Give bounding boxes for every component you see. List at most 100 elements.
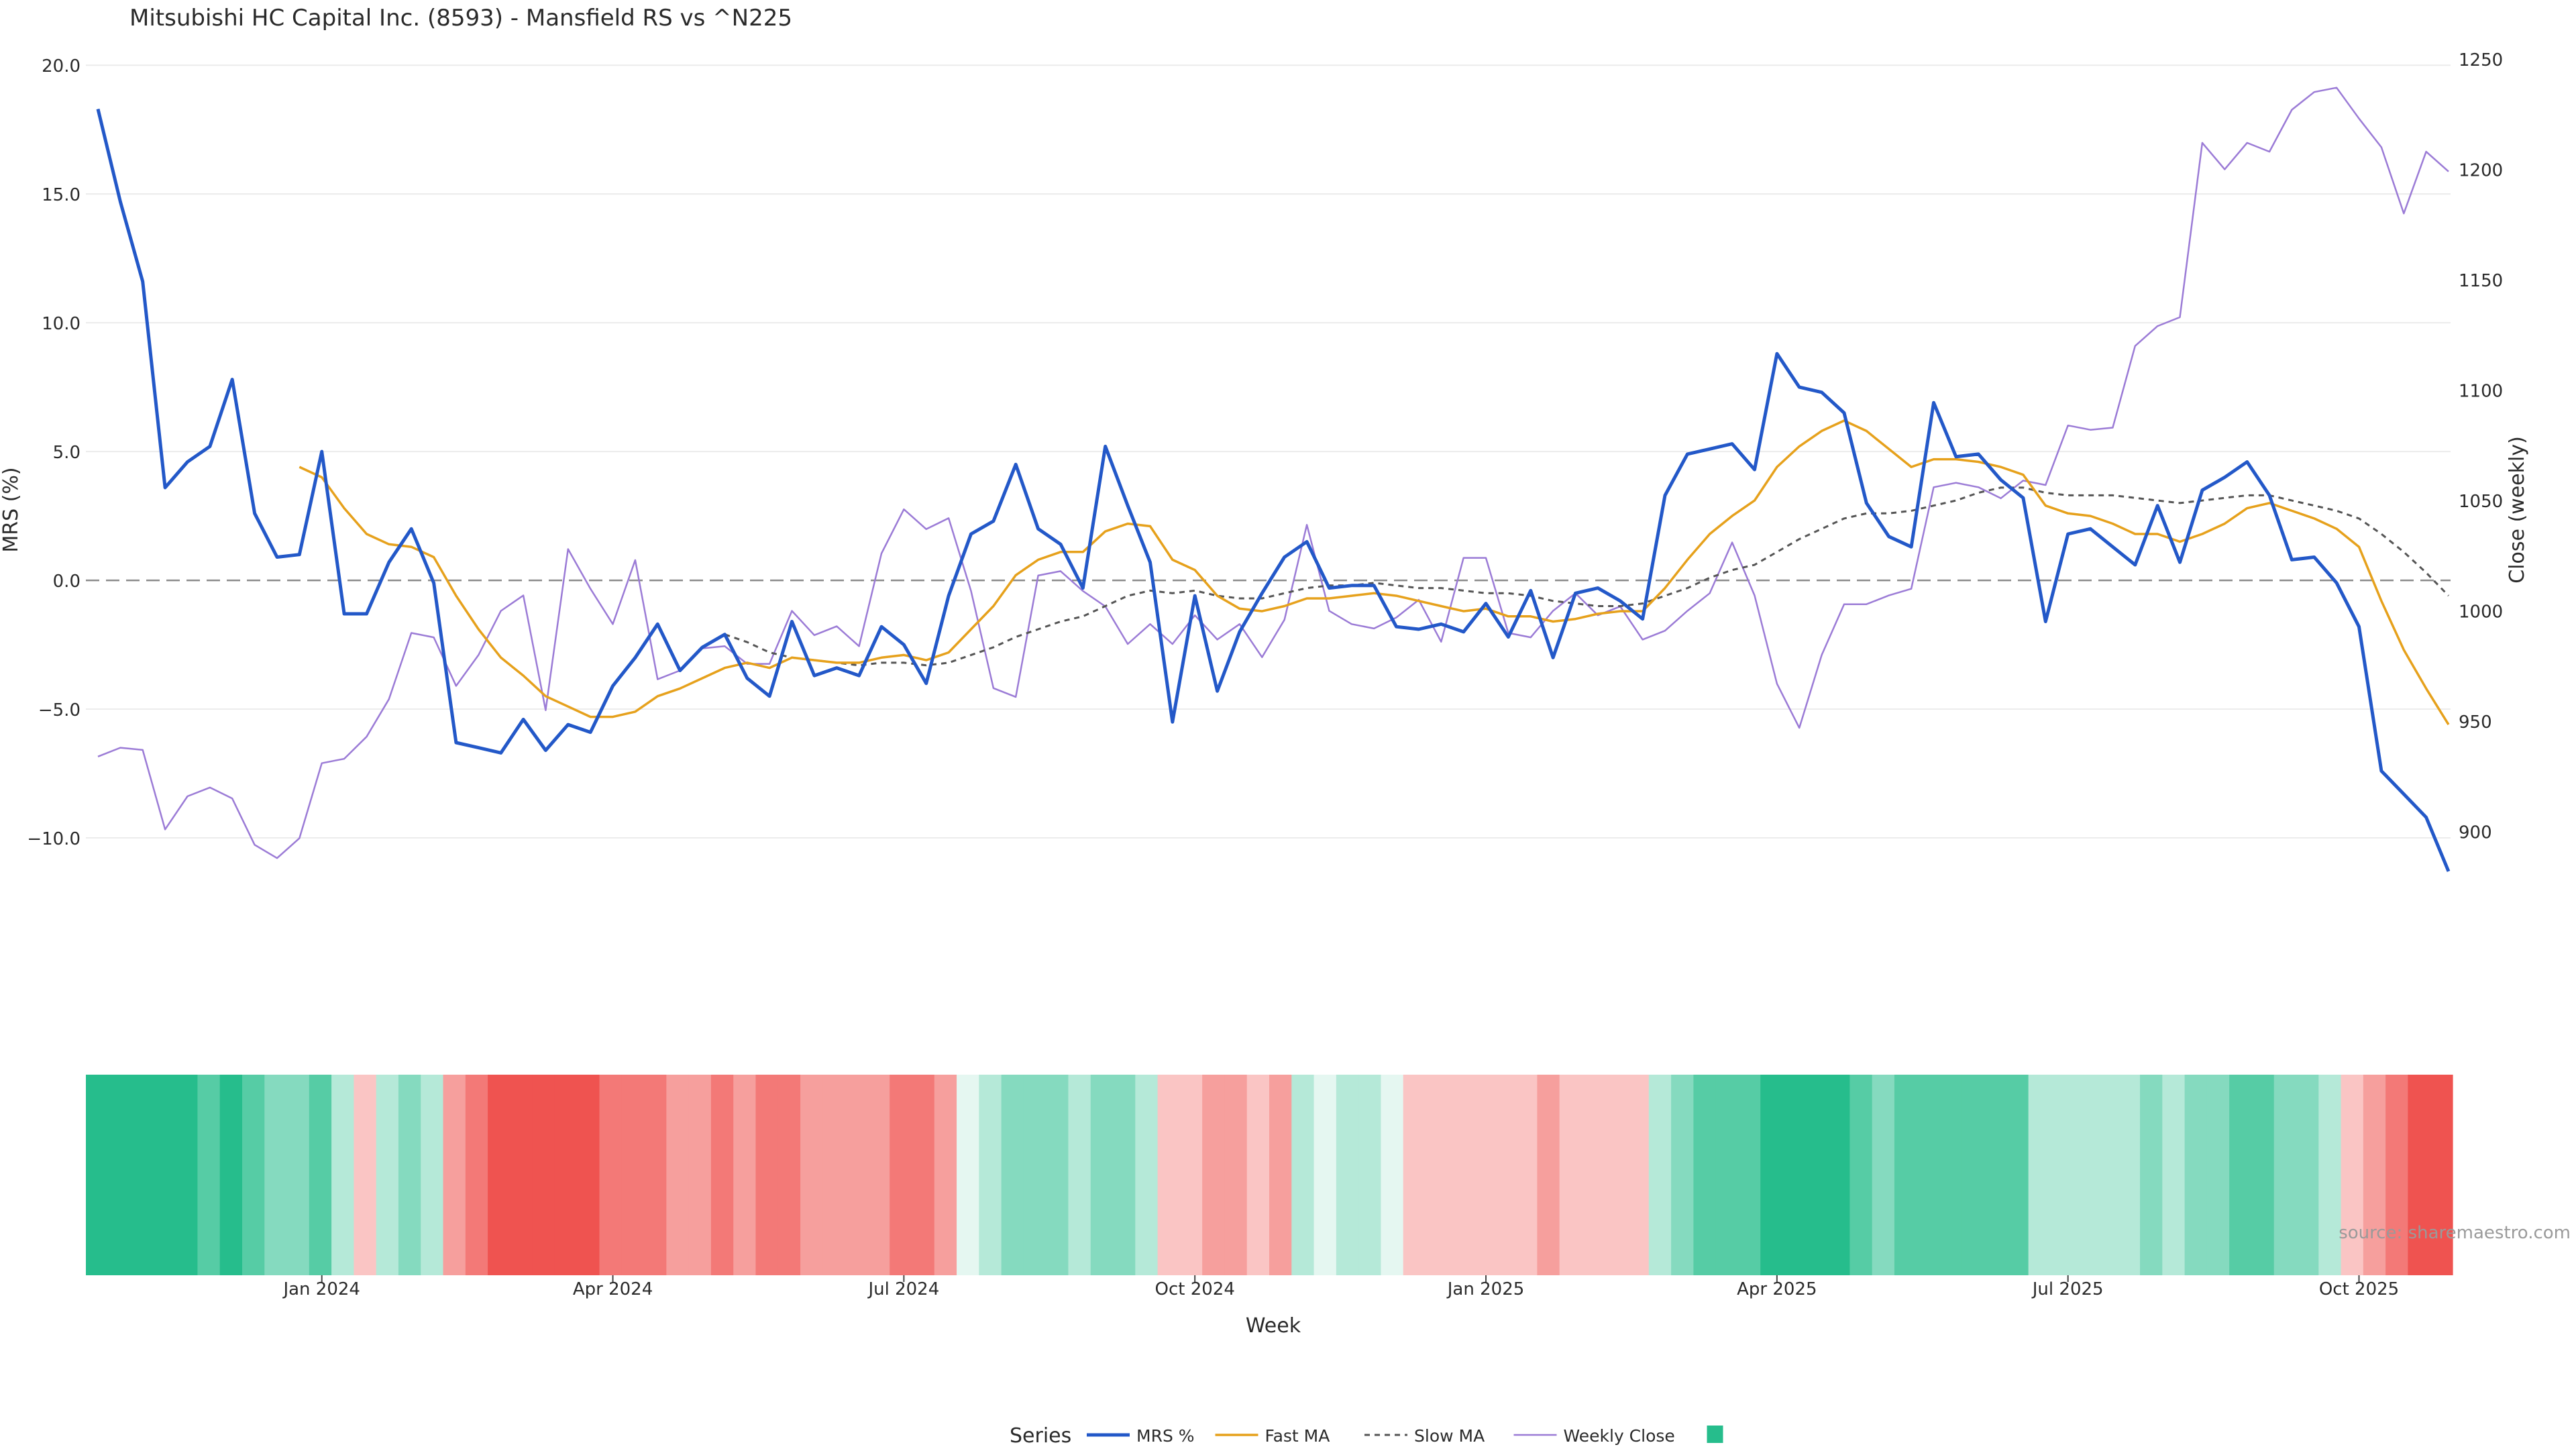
heatmap-cell <box>867 1075 890 1275</box>
heatmap-cell <box>1246 1075 1270 1275</box>
source-label: source: sharemaestro.com <box>2339 1223 2571 1243</box>
heatmap-cell <box>2117 1075 2141 1275</box>
y-right-tick-label: 1200 <box>2459 160 2503 180</box>
heatmap-cell <box>1604 1075 1627 1275</box>
series-line-2 <box>724 486 2450 667</box>
y-right-tick-label: 900 <box>2459 823 2492 843</box>
heatmap-cell <box>241 1075 265 1275</box>
heatmap-cell <box>2430 1075 2453 1275</box>
heatmap-cell <box>1425 1075 1448 1275</box>
heatmap-cell <box>421 1075 444 1275</box>
heatmap-cell <box>2363 1075 2386 1275</box>
heatmap-cell <box>2050 1075 2074 1275</box>
heatmap-cell <box>1827 1075 1850 1275</box>
heatmap-cell <box>599 1075 623 1275</box>
heatmap-cell <box>1760 1075 1784 1275</box>
heatmap-cell <box>1001 1075 1024 1275</box>
heatmap-cell <box>1581 1075 1605 1275</box>
heatmap-cell <box>465 1075 488 1275</box>
heatmap-cell <box>1917 1075 1940 1275</box>
heatmap-cell <box>2385 1075 2409 1275</box>
heatmap-cell <box>2028 1075 2051 1275</box>
heatmap-cell <box>2095 1075 2118 1275</box>
heatmap-cell <box>1559 1075 1582 1275</box>
heatmap-cell <box>1984 1075 2006 1275</box>
heatmap-strip <box>86 1075 2453 1275</box>
heatmap-cell <box>733 1075 757 1275</box>
heatmap-cell <box>376 1075 399 1275</box>
heatmap-cell <box>309 1075 332 1275</box>
heatmap-cell <box>2140 1075 2163 1275</box>
heatmap-cell <box>1179 1075 1203 1275</box>
heatmap-cell <box>488 1075 511 1275</box>
heatmap-cell <box>644 1075 667 1275</box>
heatmap-cell <box>1291 1075 1315 1275</box>
heatmap-cell <box>1782 1075 1806 1275</box>
heatmap-cell <box>688 1075 712 1275</box>
y-left-tick-label: 20.0 <box>42 56 80 76</box>
heatmap-cell <box>1313 1075 1337 1275</box>
heatmap-cell <box>755 1075 779 1275</box>
y-left-tick-label: 0.0 <box>53 572 80 592</box>
legend-label-3: Weekly Close <box>1564 1426 1675 1446</box>
heatmap-cell <box>1737 1075 1761 1275</box>
y-right-tick-label: 1050 <box>2459 492 2503 512</box>
heatmap-cell <box>2006 1075 2029 1275</box>
legend-label-0: MRS % <box>1136 1426 1195 1446</box>
heatmap-cell <box>1403 1075 1426 1275</box>
heatmap-cell <box>1113 1075 1136 1275</box>
heatmap-cell <box>1537 1075 1560 1275</box>
y-axis-left-label: MRS (%) <box>0 467 23 552</box>
left-axis-ticks: 20.0 15.0 10.0 5.0 0.0 −5.0 −10.0 <box>27 56 80 849</box>
x-tick-label: Apr 2025 <box>1737 1279 1817 1299</box>
heatmap-cell <box>1894 1075 1917 1275</box>
heatmap-cell <box>1805 1075 1828 1275</box>
heatmap-cell <box>219 1075 243 1275</box>
heatmap-cell <box>2229 1075 2253 1275</box>
y-right-tick-label: 1150 <box>2459 271 2503 291</box>
heatmap-cell <box>398 1075 421 1275</box>
heatmap-cell <box>1693 1075 1717 1275</box>
heatmap-cell <box>1023 1075 1046 1275</box>
heatmap-cell <box>777 1075 801 1275</box>
heatmap-cell <box>800 1075 823 1275</box>
grid-lines <box>86 64 2451 839</box>
heatmap-cell <box>845 1075 868 1275</box>
heatmap-cell <box>1671 1075 1694 1275</box>
y-right-tick-label: 950 <box>2459 712 2492 733</box>
series-line-3 <box>97 87 2449 859</box>
y-right-tick-label: 1100 <box>2459 382 2503 402</box>
series-lines <box>96 87 2451 872</box>
heatmap-cell <box>1872 1075 1895 1275</box>
heatmap-cell <box>1648 1075 1672 1275</box>
heatmap-cell <box>532 1075 555 1275</box>
heatmap-cell <box>1470 1075 1493 1275</box>
heatmap-cell <box>1381 1075 1404 1275</box>
heatmap-cell <box>912 1075 935 1275</box>
heatmap-cell <box>331 1075 354 1275</box>
series-line-1 <box>299 419 2450 726</box>
heatmap-cell <box>2318 1075 2342 1275</box>
heatmap-cell <box>1336 1075 1359 1275</box>
heatmap-cell <box>152 1075 176 1275</box>
heatmap-cell <box>890 1075 913 1275</box>
heatmap-cell <box>354 1075 377 1275</box>
heatmap-cell <box>1849 1075 1873 1275</box>
x-tick-label: Jan 2025 <box>1446 1279 1525 1299</box>
x-axis-label: Week <box>1246 1314 1301 1338</box>
heatmap-cell <box>1626 1075 1650 1275</box>
heatmap-cell <box>1202 1075 1226 1275</box>
heatmap-cell <box>554 1075 578 1275</box>
heatmap-cell <box>1715 1075 1739 1275</box>
heatmap-cell <box>130 1075 154 1275</box>
chart-title: Mitsubishi HC Capital Inc. (8593) - Mans… <box>129 5 792 32</box>
heatmap-cell <box>510 1075 533 1275</box>
heatmap-cell <box>1090 1075 1114 1275</box>
x-tick-label: Jul 2025 <box>2031 1279 2104 1299</box>
heatmap-cell <box>1961 1075 1984 1275</box>
heatmap-cell <box>2341 1075 2364 1275</box>
heatmap-cell <box>108 1075 131 1275</box>
heatmap-cell <box>2408 1075 2431 1275</box>
legend-heatmap-swatch <box>1707 1426 1723 1443</box>
heatmap-cell <box>1224 1075 1248 1275</box>
